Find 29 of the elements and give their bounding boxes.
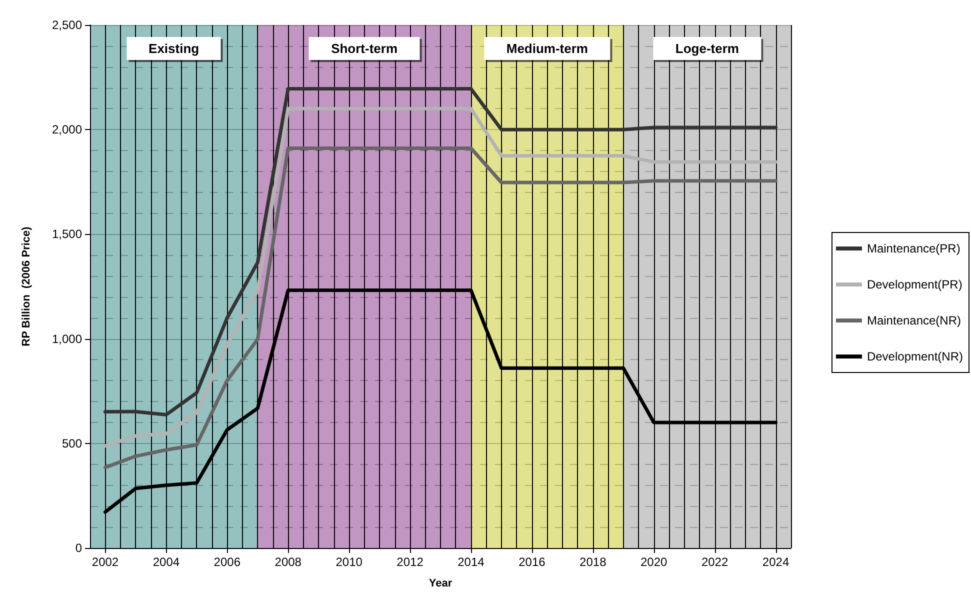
text-box: Medium-term: [484, 37, 610, 60]
x-axis-title: Year: [428, 578, 453, 590]
text-box: Loge-term: [653, 37, 761, 60]
y-tick-label: 1,500: [52, 227, 82, 242]
y-tick-label: 2,000: [52, 122, 82, 137]
x-tick-label: 2006: [214, 555, 241, 569]
x-tick-label: 2014: [458, 555, 485, 569]
x-tick-label: 2004: [152, 555, 180, 569]
y-axis-title: RP Billion (2006 Price): [20, 226, 32, 346]
x-tick-label: 2012: [396, 555, 424, 569]
y-tick-label: 0: [75, 541, 82, 555]
x-tick-label: 2020: [640, 555, 668, 569]
text-box: Existing: [126, 37, 222, 60]
legend-label: Development(PR): [866, 278, 962, 292]
y-tick-label: 1,000: [52, 332, 82, 346]
x-tick-label: 2016: [518, 555, 546, 569]
x-tick-label: 2008: [274, 555, 302, 569]
text-box: Short-term: [309, 37, 420, 60]
legend-label: Maintenance(PR): [866, 242, 960, 256]
x-tick-label: 2018: [580, 555, 607, 569]
y-tick-label: 500: [62, 436, 82, 450]
x-tick-label: 2024: [762, 555, 790, 569]
line-series: [103, 146, 778, 470]
x-tick-label: 2022: [701, 555, 728, 569]
y-tick-label: 2,500: [52, 18, 82, 32]
legend-label: Development(NR): [866, 350, 964, 364]
x-tick-label: 2010: [336, 555, 363, 569]
legend-label: Maintenance(NR): [866, 314, 962, 328]
x-tick-label: 2002: [92, 555, 119, 569]
